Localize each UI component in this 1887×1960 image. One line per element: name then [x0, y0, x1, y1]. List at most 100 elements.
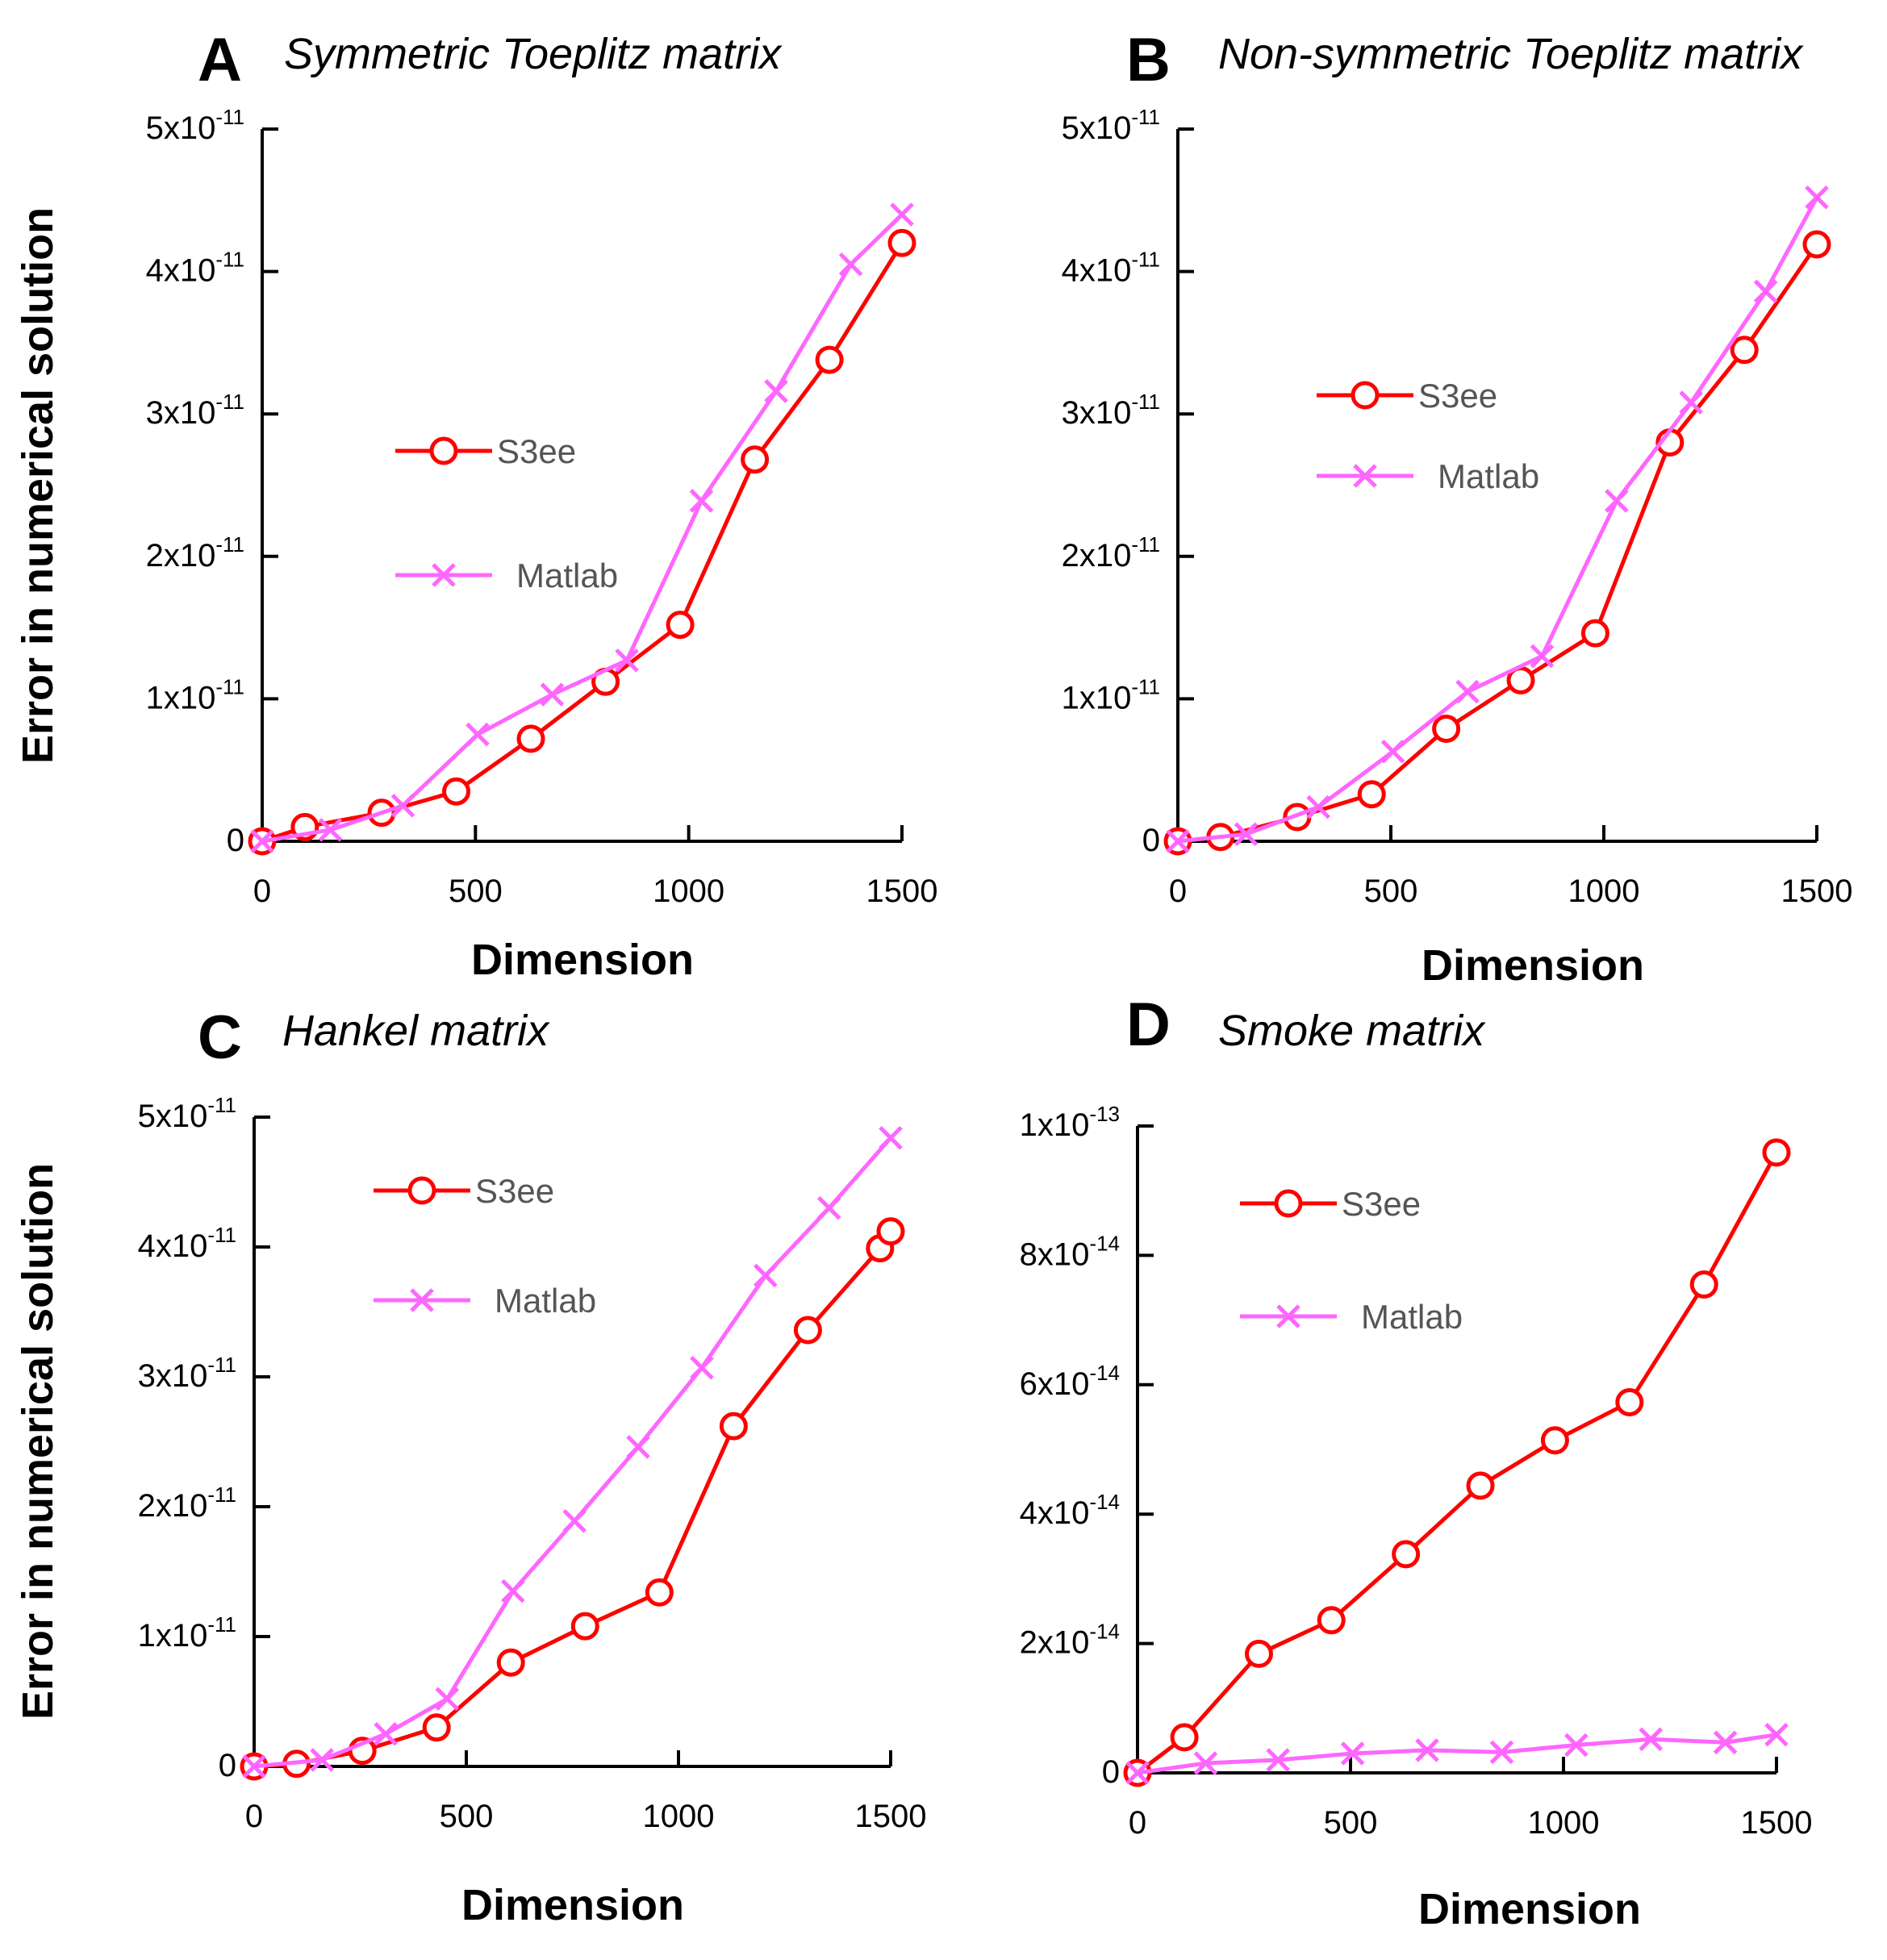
legend-label: Matlab [1438, 457, 1539, 495]
legend-item-s3ee: S3ee [395, 432, 576, 470]
x-axis-label: Dimension [1418, 1885, 1641, 1933]
data-point [516, 724, 545, 753]
chart-panel-d: D Smoke matrix 0 2x10-14 4x10-14 6x10-14 8x10-… [1020, 990, 1813, 1933]
data-point [1762, 1138, 1791, 1167]
data-point [1730, 336, 1759, 365]
legend-item-s3ee: S3ee [1317, 377, 1497, 415]
x-axis-label: Dimension [471, 936, 694, 984]
y-tick-label: 1x10-11 [146, 674, 244, 715]
data-point [1679, 390, 1704, 415]
x-tick-label: 1000 [643, 1799, 715, 1834]
data-point [422, 1713, 451, 1742]
data-point [876, 1217, 905, 1246]
x-tick-label: 1000 [653, 874, 724, 909]
data-point [689, 489, 714, 513]
legend-label: S3ee [475, 1172, 554, 1210]
data-point [741, 445, 770, 474]
y-tick-label: 2x10-14 [1020, 1620, 1120, 1661]
x-tick-label: 1500 [1741, 1805, 1813, 1841]
series-line [1137, 1733, 1777, 1775]
x-tick-label: 500 [440, 1799, 494, 1834]
series-line [253, 1136, 892, 1769]
x-tick-label: 500 [1324, 1805, 1378, 1841]
chart-title: Smoke matrix [1218, 1007, 1486, 1055]
x-tick-label: 1500 [855, 1799, 927, 1834]
data-point [1615, 1387, 1644, 1416]
legend-marker [1353, 464, 1377, 488]
data-point [1564, 1733, 1589, 1758]
data-point [1455, 679, 1480, 704]
y-tick-label: 5x10-11 [1062, 105, 1160, 146]
data-point [626, 1435, 650, 1459]
panel-letter: C [198, 1003, 242, 1072]
data-point [1605, 489, 1629, 513]
data-point [242, 1754, 266, 1779]
chart-panel-a: A Symmetric Toeplitz matrix 0 1x10-11 2x10-1… [14, 26, 937, 984]
data-point [1639, 1727, 1664, 1752]
x-tick-label: 500 [449, 874, 503, 909]
data-point [318, 818, 343, 842]
data-point [1530, 644, 1555, 669]
data-point [1234, 822, 1259, 846]
data-point [1580, 619, 1609, 648]
series-matlab [242, 1125, 903, 1779]
y-tick-label: 5x10-11 [146, 105, 244, 146]
legend-item-s3ee: S3ee [1240, 1185, 1421, 1223]
legend: S3ee Matlab [1240, 1185, 1463, 1336]
data-point [1466, 1471, 1495, 1500]
legend-label: S3ee [497, 432, 576, 470]
data-point [374, 1721, 398, 1746]
data-point [1415, 1738, 1439, 1762]
data-point [1266, 1748, 1291, 1772]
chart-title: Hankel matrix [282, 1007, 550, 1055]
data-point [1125, 1761, 1150, 1785]
y-tick-label: 1x10-13 [1020, 1102, 1120, 1143]
series-s3ee [1163, 230, 1831, 856]
y-tick-label: 2x10-11 [1062, 532, 1160, 573]
x-tick-label: 1000 [1568, 874, 1640, 909]
data-point [1802, 230, 1831, 259]
legend-marker [1274, 1189, 1303, 1218]
series-line [261, 241, 904, 844]
legend: S3ee Matlab [374, 1172, 596, 1320]
data-point [764, 379, 788, 403]
data-point [1392, 1540, 1421, 1569]
legend-marker [407, 1176, 436, 1205]
data-point [645, 1578, 674, 1607]
data-point [1540, 1426, 1569, 1455]
data-point [562, 1508, 587, 1533]
data-point [815, 345, 844, 374]
y-axis-label: Error in numerical solution [14, 207, 62, 764]
legend-label: S3ee [1418, 377, 1497, 415]
series-line [1136, 1151, 1779, 1774]
data-point [1166, 829, 1190, 853]
x-tick-label: 0 [1169, 874, 1187, 909]
data-point [540, 682, 565, 707]
data-point [1689, 1270, 1718, 1299]
series-line [1177, 243, 1819, 844]
y-tick-label: 4x10-14 [1020, 1490, 1120, 1531]
series-matlab [250, 202, 914, 853]
y-tick-label: 1x10-11 [138, 1612, 236, 1653]
data-point [1432, 714, 1461, 743]
data-point [887, 228, 916, 257]
legend-marker [429, 436, 458, 465]
legend-item-matlab: Matlab [395, 557, 618, 594]
data-point [1380, 739, 1405, 764]
y-tick-label: 0 [227, 823, 244, 858]
series-line [1177, 196, 1819, 844]
data-point [250, 829, 274, 853]
data-point [890, 202, 914, 227]
y-tick-label: 0 [1102, 1754, 1120, 1790]
legend-marker [432, 563, 456, 587]
legend-item-matlab: Matlab [1240, 1298, 1463, 1336]
x-tick-label: 500 [1364, 874, 1418, 909]
data-point [816, 1195, 841, 1220]
x-tick-label: 0 [245, 1799, 263, 1834]
data-point [310, 1748, 334, 1772]
data-point [501, 1578, 525, 1603]
data-point [496, 1648, 525, 1677]
data-point [442, 777, 471, 806]
series-s3ee [1123, 1138, 1791, 1787]
